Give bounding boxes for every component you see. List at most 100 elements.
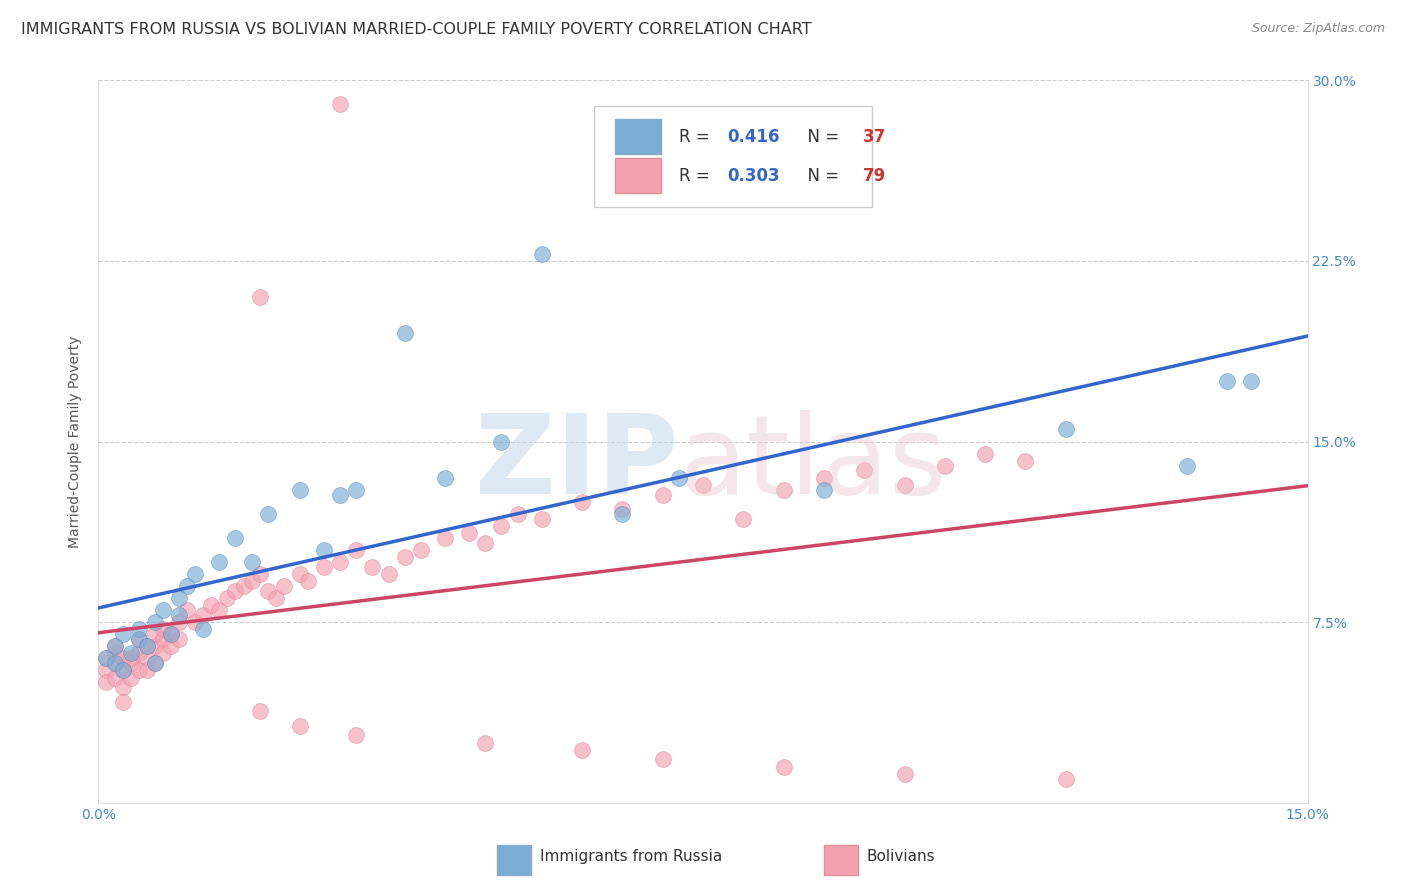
Point — [128, 623, 150, 637]
Point — [692, 478, 714, 492]
Point — [152, 623, 174, 637]
Point — [264, 591, 287, 605]
Point — [1216, 374, 1239, 388]
Text: Bolivians: Bolivians — [866, 849, 935, 864]
Point — [184, 567, 207, 582]
Text: 79: 79 — [863, 167, 886, 185]
Point — [1054, 772, 1077, 786]
Point — [249, 567, 271, 582]
Text: ZIP: ZIP — [475, 409, 679, 516]
Point — [612, 502, 634, 516]
Point — [135, 639, 157, 653]
Point — [1240, 374, 1263, 388]
Point — [208, 555, 231, 569]
Point — [974, 446, 997, 460]
Point — [344, 728, 367, 742]
Point — [224, 531, 246, 545]
Point — [813, 483, 835, 497]
Point — [314, 542, 336, 557]
Point — [571, 494, 593, 508]
Point — [103, 671, 125, 685]
Point — [934, 458, 956, 473]
Point — [120, 647, 142, 661]
Point — [193, 623, 215, 637]
Point — [474, 735, 496, 749]
Point — [193, 607, 215, 622]
Point — [143, 627, 166, 641]
Point — [1014, 454, 1036, 468]
Point — [160, 627, 183, 641]
Point — [103, 656, 125, 670]
Point — [176, 603, 198, 617]
Point — [111, 664, 134, 678]
Text: Source: ZipAtlas.com: Source: ZipAtlas.com — [1251, 22, 1385, 36]
Point — [143, 656, 166, 670]
Point — [143, 615, 166, 630]
Point — [152, 647, 174, 661]
Bar — [498, 845, 531, 875]
Bar — [614, 158, 661, 193]
Point — [128, 632, 150, 646]
Point — [120, 651, 142, 665]
Point — [240, 574, 263, 589]
Point — [297, 574, 319, 589]
Point — [329, 555, 352, 569]
Point — [377, 567, 399, 582]
Point — [96, 675, 118, 690]
Point — [111, 627, 134, 641]
Point — [135, 639, 157, 653]
Point — [651, 752, 673, 766]
Point — [256, 507, 278, 521]
Point — [1175, 458, 1198, 473]
Point — [120, 656, 142, 670]
Point — [160, 627, 183, 641]
Point — [128, 647, 150, 661]
Point — [434, 470, 457, 484]
Point — [571, 743, 593, 757]
Point — [668, 470, 690, 484]
Point — [288, 567, 311, 582]
Point — [474, 535, 496, 549]
Point — [135, 651, 157, 665]
Point — [167, 632, 190, 646]
Point — [167, 591, 190, 605]
Point — [224, 583, 246, 598]
Point — [208, 603, 231, 617]
Point — [111, 680, 134, 694]
Point — [167, 607, 190, 622]
Point — [1054, 422, 1077, 436]
Point — [217, 591, 239, 605]
Point — [96, 651, 118, 665]
Point — [135, 664, 157, 678]
Text: N =: N = — [797, 167, 845, 185]
Point — [200, 599, 222, 613]
Point — [152, 603, 174, 617]
Point — [506, 507, 529, 521]
Bar — [614, 120, 661, 154]
Text: 37: 37 — [863, 128, 886, 145]
Point — [249, 704, 271, 718]
FancyBboxPatch shape — [595, 105, 872, 207]
Text: R =: R = — [679, 167, 714, 185]
Point — [152, 632, 174, 646]
Point — [612, 507, 634, 521]
Text: 0.303: 0.303 — [727, 167, 780, 185]
Point — [128, 664, 150, 678]
Point — [491, 518, 513, 533]
Point — [128, 632, 150, 646]
Point — [394, 326, 416, 340]
Point — [103, 647, 125, 661]
Point — [167, 615, 190, 630]
Point — [361, 559, 384, 574]
Bar — [824, 845, 858, 875]
Point — [530, 511, 553, 525]
Point — [111, 664, 134, 678]
Point — [853, 463, 876, 477]
Point — [893, 767, 915, 781]
Point — [458, 526, 481, 541]
Point — [184, 615, 207, 630]
Point — [530, 246, 553, 260]
Y-axis label: Married-Couple Family Poverty: Married-Couple Family Poverty — [69, 335, 83, 548]
Text: atlas: atlas — [679, 409, 948, 516]
Text: 0.416: 0.416 — [727, 128, 780, 145]
